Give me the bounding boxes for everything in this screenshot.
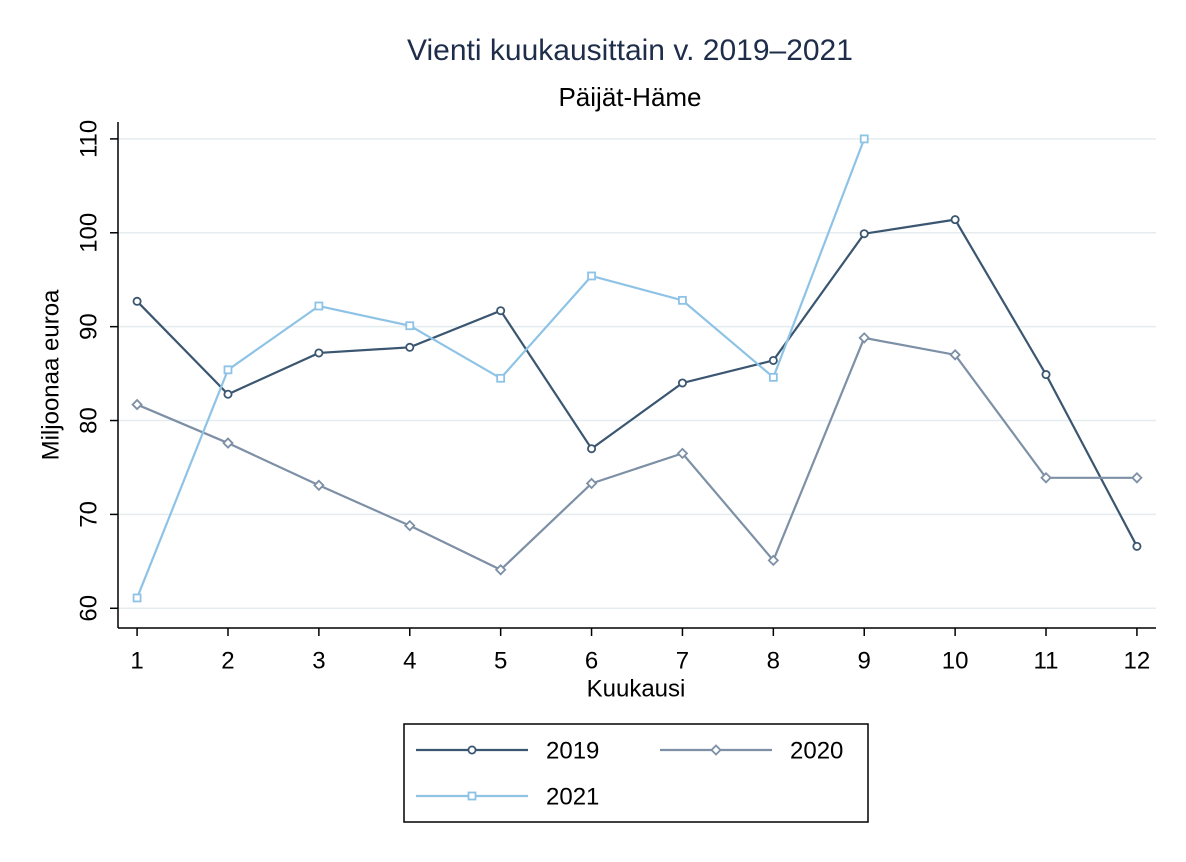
data-point <box>405 342 415 352</box>
chart-subtitle: Päijät-Häme <box>558 82 701 112</box>
y-tick-label: 110 <box>75 120 102 158</box>
data-point <box>587 271 596 281</box>
x-tick-label: 4 <box>403 647 416 674</box>
data-point <box>587 444 597 454</box>
data-point <box>223 365 233 375</box>
y-tick-label: 70 <box>75 501 102 528</box>
x-tick-label: 3 <box>312 647 325 674</box>
legend-label: 2020 <box>790 737 843 764</box>
y-tick-label: 60 <box>75 595 102 622</box>
x-tick-label: 10 <box>942 647 969 674</box>
data-point <box>314 348 324 358</box>
data-point <box>949 349 961 361</box>
x-tick-label: 12 <box>1124 647 1151 674</box>
data-point <box>222 437 234 449</box>
data-point <box>131 398 143 411</box>
data-point <box>405 321 415 331</box>
y-tick-label: 80 <box>75 407 102 434</box>
x-tick-label: 8 <box>767 647 780 674</box>
legend-label: 2021 <box>546 783 599 810</box>
y-axis-label: Miljoonaa euroa <box>37 289 64 460</box>
data-point <box>403 519 416 532</box>
data-point <box>678 295 687 305</box>
legend-label: 2019 <box>546 737 599 764</box>
data-point <box>768 355 778 365</box>
legend-marker <box>467 791 477 801</box>
data-point <box>1040 472 1052 484</box>
data-point <box>496 373 506 383</box>
x-tick-label: 11 <box>1034 647 1059 674</box>
x-tick-label: 9 <box>858 647 871 674</box>
data-point <box>859 134 869 144</box>
y-tick-label: 100 <box>75 213 102 253</box>
series-line <box>136 218 1138 547</box>
data-point <box>313 479 325 492</box>
y-tick-label: 90 <box>75 313 102 340</box>
x-tick-label: 2 <box>221 647 234 674</box>
legend-box <box>403 723 869 823</box>
x-axis-label: Kuukausi <box>587 675 686 702</box>
x-tick-label: 5 <box>494 647 507 674</box>
legend-marker <box>467 745 477 755</box>
data-point <box>1041 370 1051 380</box>
x-tick-label: 6 <box>585 647 598 674</box>
data-point <box>859 229 869 239</box>
chart-title: Vienti kuukausittain v. 2019–2021 <box>407 34 853 67</box>
data-point <box>676 447 689 460</box>
legend-marker <box>710 744 722 756</box>
data-point <box>677 378 687 388</box>
x-tick-label: 7 <box>676 647 689 674</box>
data-point <box>585 477 598 490</box>
data-point <box>767 554 780 567</box>
data-point <box>1131 472 1143 484</box>
data-point <box>496 306 506 316</box>
data-point <box>950 215 960 225</box>
data-point <box>768 372 778 382</box>
x-tick-label: 1 <box>130 647 143 674</box>
data-point <box>1132 541 1142 551</box>
series-line <box>136 336 1137 572</box>
data-point <box>858 332 871 344</box>
data-point <box>132 296 142 306</box>
data-point <box>494 564 507 576</box>
data-point <box>132 593 142 603</box>
data-point <box>223 389 233 399</box>
data-point <box>314 301 324 311</box>
